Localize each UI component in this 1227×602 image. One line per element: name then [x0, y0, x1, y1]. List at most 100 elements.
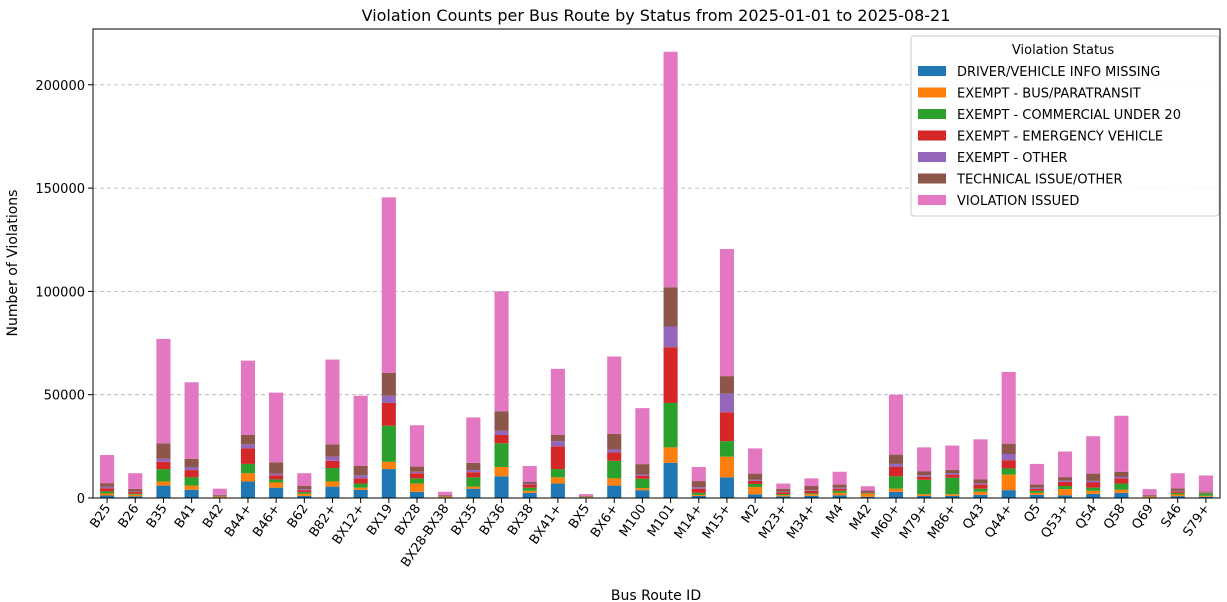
bar-segment — [973, 491, 988, 495]
bar-segment — [1142, 496, 1157, 498]
y-axis-ticks: 0 50000 100000 150000 200000 — [35, 79, 93, 507]
bar-segment — [804, 495, 819, 498]
bar-segment — [522, 492, 537, 498]
bar-segment — [1086, 487, 1101, 491]
bar-segment — [1086, 493, 1101, 498]
bar-segment — [550, 368, 565, 435]
x-tick-label: M60+ — [869, 502, 903, 542]
bar-segment — [719, 249, 734, 377]
bar-segment — [1001, 443, 1016, 454]
bar-segment — [325, 460, 340, 469]
bar-segment — [325, 486, 340, 498]
bar-segment — [438, 491, 453, 495]
bar-segment — [719, 456, 734, 478]
bar-segment — [1198, 491, 1213, 493]
x-tick-label: Q69 — [1129, 502, 1157, 533]
bar-segment — [1057, 481, 1073, 487]
bar-segment — [494, 467, 509, 477]
bar-segment — [748, 480, 763, 484]
bar-segment — [212, 494, 227, 496]
bar-segment — [776, 494, 791, 496]
bar-segment — [297, 495, 312, 498]
x-tick-label: M86+ — [925, 502, 959, 542]
bar-segment — [973, 439, 988, 480]
bar-segment — [240, 444, 256, 449]
legend-title: Violation Status — [1012, 43, 1114, 58]
bar-segment — [1142, 489, 1157, 495]
y-tick-label: 50000 — [44, 389, 85, 404]
bar-segment — [212, 488, 227, 495]
bar-segment — [748, 483, 763, 488]
x-tick-label: Q43 — [960, 502, 988, 533]
x-tick-label: BX6+ — [588, 502, 622, 541]
bar-segment — [607, 452, 622, 461]
bar-segment — [804, 490, 819, 494]
bar-segment — [494, 291, 509, 412]
bar-segment — [888, 454, 904, 464]
bar-segment — [1001, 490, 1016, 498]
bar-segment — [381, 395, 396, 403]
bar-segment — [917, 476, 932, 480]
bar-segment — [973, 483, 988, 485]
bar-segment — [691, 481, 706, 488]
bar-segment — [325, 456, 340, 461]
bar-segment — [719, 393, 734, 413]
bar-segment — [945, 494, 960, 496]
bar-segment — [888, 491, 904, 498]
bar-segment — [156, 458, 171, 462]
bar-segment — [691, 467, 706, 482]
bar-segment — [691, 492, 706, 495]
bar-segment — [1057, 477, 1073, 481]
bar-segment — [1114, 483, 1129, 490]
bar-segment — [663, 51, 678, 288]
x-tick-label: M79+ — [897, 502, 931, 542]
bar-segment — [184, 470, 199, 478]
bar-segment — [1086, 482, 1101, 488]
bar-segment — [522, 483, 537, 485]
bar-segment — [804, 494, 819, 496]
bar-segment — [156, 443, 171, 459]
x-tick-label: BX19 — [364, 502, 396, 539]
bar-segment — [297, 492, 312, 494]
bar-segment — [494, 443, 509, 468]
bar-segment — [719, 441, 734, 457]
bar-segment — [466, 472, 481, 478]
bar-segment — [240, 473, 256, 482]
bar-segment — [240, 360, 256, 435]
x-tick-label: BX5 — [566, 502, 593, 532]
bar-segment — [1057, 495, 1073, 498]
bar-segment — [607, 485, 622, 498]
x-tick-label: S46 — [1159, 502, 1186, 531]
bar-segment — [100, 488, 115, 492]
legend-label: DRIVER/VEHICLE INFO MISSING — [957, 65, 1160, 80]
bar-segment — [860, 486, 875, 491]
bar-segment — [973, 484, 988, 489]
bar-segment — [832, 488, 847, 491]
bar-segment — [100, 491, 115, 494]
y-tick-label: 200000 — [35, 79, 85, 94]
bar-segment — [832, 471, 847, 485]
bar-segment — [1029, 488, 1044, 491]
bar-segment — [438, 496, 453, 498]
bar-segment — [1198, 493, 1213, 496]
bar-segment — [1170, 492, 1185, 495]
bar-segment — [663, 326, 678, 348]
x-tick-label: B35 — [144, 502, 171, 531]
bar-segment — [607, 449, 622, 453]
bar-segment — [550, 477, 565, 484]
bar-segment — [607, 356, 622, 434]
bar-segment — [522, 490, 537, 493]
bar-segment — [184, 467, 199, 471]
bar-segment — [1170, 496, 1185, 498]
bar-segment — [409, 466, 425, 472]
bar-segment — [156, 481, 171, 486]
bar-segment — [494, 430, 509, 435]
legend-label: EXEMPT - EMERGENCY VEHICLE — [957, 130, 1163, 145]
legend-label: EXEMPT - OTHER — [957, 151, 1067, 166]
bar-segment — [917, 494, 932, 496]
bar-segment — [1001, 453, 1016, 461]
legend-swatch — [918, 195, 946, 205]
bar-segment — [1057, 489, 1073, 496]
bar-segment — [860, 492, 875, 494]
